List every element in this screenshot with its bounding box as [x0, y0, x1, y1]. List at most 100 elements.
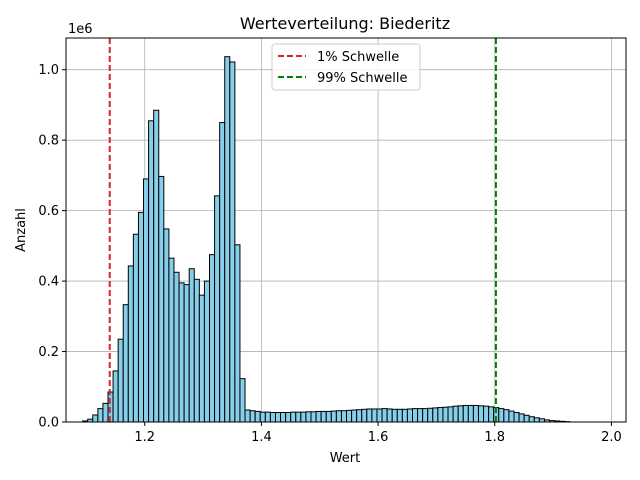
histogram-bar — [224, 56, 231, 423]
x-tick-label: 2.0 — [601, 430, 622, 445]
histogram-bar — [422, 408, 429, 423]
histogram-bar — [356, 409, 363, 423]
histogram-bar — [193, 278, 200, 423]
histogram-bar — [290, 411, 297, 423]
threshold-lines — [108, 38, 497, 422]
y-axis-ticks: 0.0 0.2 0.4 0.6 0.8 1.0 — [38, 63, 66, 431]
histogram-bar — [198, 294, 205, 423]
histogram-bar — [264, 411, 271, 423]
histogram-bar — [483, 405, 490, 423]
histogram-bar — [183, 284, 190, 423]
x-axis-ticks: 1.2 1.4 1.6 1.8 2.0 — [134, 422, 622, 445]
histogram-bar — [488, 406, 495, 423]
histogram-bar — [112, 370, 119, 423]
histogram-bar — [457, 405, 464, 423]
y-tick-label: 0.2 — [38, 345, 59, 360]
histogram-bar — [102, 402, 109, 423]
histogram-bar — [97, 408, 104, 423]
y-tick-label: 1.0 — [38, 63, 59, 78]
histogram-bar — [386, 408, 393, 423]
histogram-bar — [269, 411, 276, 423]
histogram-bar — [305, 411, 312, 423]
y-tick-label: 0.8 — [38, 134, 59, 149]
histogram-bar — [447, 406, 454, 423]
histogram-bar — [203, 280, 211, 423]
histogram-bar — [442, 406, 449, 423]
histogram-bar — [178, 282, 185, 423]
histogram-bar — [92, 414, 99, 423]
histogram-bar — [498, 408, 505, 423]
histogram-bar — [219, 122, 226, 423]
histogram-bar — [300, 411, 307, 423]
histogram-bar — [340, 410, 348, 423]
histogram-bar — [523, 414, 530, 423]
histogram-bar — [503, 409, 510, 423]
histogram-bar — [467, 404, 474, 423]
x-tick-label: 1.8 — [484, 430, 505, 445]
histogram-bar — [462, 404, 469, 423]
legend-label-99pct: 99% Schwelle — [317, 71, 408, 86]
histogram-bar — [249, 410, 256, 423]
plot-frame — [65, 37, 627, 423]
y-axis-label: Anzahl — [14, 208, 29, 252]
y-offset-label: 1e6 — [68, 22, 93, 37]
histogram-bar — [346, 409, 353, 423]
histogram-bar — [122, 304, 129, 423]
histogram-bar — [406, 408, 413, 423]
x-tick-label: 1.2 — [134, 430, 155, 445]
histogram-bar — [310, 411, 317, 423]
histogram-bar — [366, 408, 373, 423]
histogram-bar — [330, 410, 337, 423]
legend-box — [271, 43, 421, 91]
histogram-bar — [325, 410, 332, 423]
histogram-bar — [153, 109, 160, 423]
histogram-bar — [274, 411, 282, 423]
x-tick-label: 1.4 — [251, 430, 272, 445]
histogram-bar — [381, 408, 388, 423]
histogram-bar — [173, 271, 180, 423]
histogram-bar — [295, 411, 302, 423]
histogram-bar — [209, 254, 216, 423]
histogram-bar — [285, 411, 292, 423]
histogram-bar — [168, 257, 175, 423]
histogram-bar — [234, 244, 241, 423]
histogram-bar — [361, 408, 368, 423]
histogram-bar — [351, 409, 358, 423]
histogram-bar — [437, 407, 444, 423]
y-tick-label: 0.6 — [38, 204, 59, 219]
histogram-bar — [214, 195, 221, 423]
histogram-bar — [508, 410, 515, 423]
histogram-bar — [513, 411, 520, 423]
legend-label-1pct: 1% Schwelle — [317, 50, 399, 65]
histogram-bar — [452, 405, 459, 423]
histogram-bar — [432, 407, 439, 423]
legend: 1% Schwelle 99% Schwelle — [271, 43, 421, 91]
histogram-bar — [472, 404, 479, 423]
histogram-bar — [320, 410, 327, 423]
histogram-bar — [376, 408, 383, 423]
histogram-bar — [244, 409, 251, 423]
histogram-bar — [315, 410, 322, 423]
histogram-bar — [254, 410, 261, 423]
histogram-bar — [528, 416, 535, 423]
histogram-bar — [477, 405, 485, 423]
histogram-bar — [533, 417, 540, 423]
histogram-bar — [132, 233, 139, 423]
y-tick-label: 0.0 — [38, 416, 59, 431]
histogram-bar — [137, 211, 145, 423]
histogram-bar — [335, 410, 342, 423]
histogram-bar — [188, 268, 195, 423]
histogram-bar — [158, 175, 165, 423]
histogram-bar — [412, 408, 419, 423]
histogram-bar — [371, 408, 378, 423]
histogram-bar — [148, 120, 155, 423]
histogram-bar — [401, 408, 408, 423]
chart-title: Werteverteilung: Biederitz — [240, 14, 450, 33]
histogram-bar — [391, 408, 398, 423]
x-axis-label: Wert — [330, 451, 361, 466]
histogram-bar — [163, 228, 170, 423]
y-tick-label: 0.4 — [38, 275, 59, 290]
histogram-bar — [396, 408, 403, 423]
histogram-bar — [417, 408, 424, 423]
